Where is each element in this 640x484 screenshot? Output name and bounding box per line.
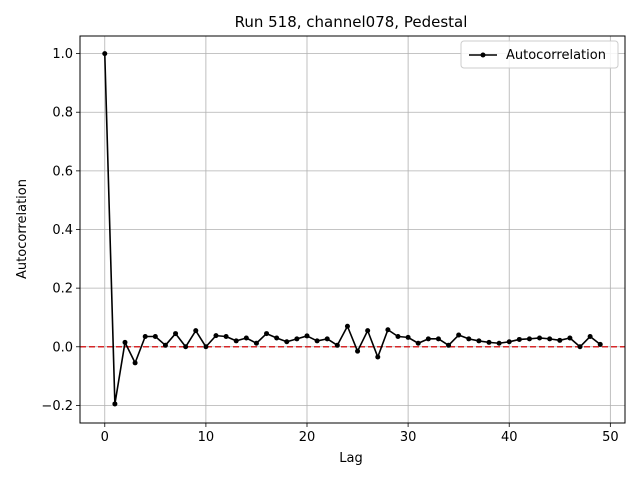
y-tick-label: 0.6 — [52, 164, 73, 179]
legend-marker-swatch — [480, 52, 486, 58]
data-point — [162, 342, 168, 348]
chart-title: Run 518, channel078, Pedestal — [235, 13, 468, 31]
data-point — [365, 328, 371, 334]
data-point — [547, 336, 553, 342]
data-point — [456, 332, 462, 338]
y-tick-label: −0.2 — [41, 399, 73, 414]
data-point — [466, 336, 472, 342]
data-point — [183, 344, 189, 350]
y-tick-label: 1.0 — [52, 47, 73, 62]
data-point — [567, 335, 573, 341]
data-point — [425, 336, 431, 342]
y-tick-label: 0.4 — [52, 223, 73, 238]
data-point — [314, 338, 320, 344]
y-tick-label: 0.0 — [52, 340, 73, 355]
data-point — [506, 339, 512, 345]
data-point — [334, 342, 340, 348]
data-point — [597, 341, 603, 347]
legend: Autocorrelation — [460, 40, 619, 69]
y-tick-label: 0.2 — [52, 282, 73, 297]
data-point — [253, 340, 259, 346]
data-point — [213, 333, 219, 339]
data-point — [476, 338, 482, 344]
data-point — [274, 335, 280, 341]
y-axis-label: Autocorrelation — [15, 179, 30, 279]
x-tick-label: 50 — [602, 430, 619, 445]
series-layer — [102, 51, 603, 407]
data-point — [405, 334, 411, 340]
data-point — [142, 334, 148, 340]
data-point — [516, 336, 522, 342]
data-point — [537, 335, 543, 341]
data-point — [496, 340, 502, 346]
data-point — [486, 339, 492, 345]
data-point — [122, 339, 128, 345]
legend-label: Autocorrelation — [506, 48, 606, 63]
data-point — [324, 336, 330, 342]
data-point — [395, 334, 401, 340]
data-point — [355, 348, 361, 354]
data-point — [102, 51, 108, 57]
data-point — [243, 335, 249, 341]
x-tick-label: 10 — [198, 430, 215, 445]
data-point — [526, 336, 532, 342]
y-tick-label: 0.8 — [52, 106, 73, 121]
data-point — [193, 328, 199, 334]
data-point — [446, 342, 452, 348]
data-point — [173, 331, 179, 337]
data-point — [203, 344, 209, 350]
data-point — [344, 323, 350, 329]
x-tick-label: 0 — [101, 430, 109, 445]
legend-box — [460, 40, 619, 69]
data-point — [375, 354, 381, 360]
data-point — [264, 331, 270, 337]
data-point — [587, 334, 593, 340]
data-point — [415, 340, 421, 346]
data-point — [284, 339, 290, 345]
data-point — [294, 336, 300, 342]
data-point — [304, 333, 310, 339]
x-tick-label: 40 — [501, 430, 518, 445]
x-tick-label: 30 — [400, 430, 417, 445]
x-axis-label: Lag — [339, 451, 362, 466]
ticks: 0 10 20 30 40 50 −0.2 0.0 0.2 0.4 0.6 0.8 1.0 — [41, 47, 618, 445]
data-point — [557, 337, 563, 343]
data-point — [233, 338, 239, 344]
data-point — [385, 327, 391, 333]
data-point — [132, 360, 138, 366]
data-point — [577, 344, 583, 350]
x-tick-label: 20 — [299, 430, 316, 445]
data-point — [112, 401, 118, 407]
data-point — [152, 334, 158, 340]
data-point — [223, 334, 229, 340]
data-point — [435, 336, 441, 342]
